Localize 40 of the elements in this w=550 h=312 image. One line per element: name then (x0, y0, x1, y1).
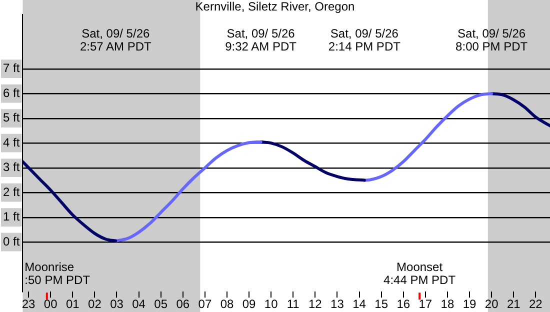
x-tick-label: 10 (264, 297, 278, 312)
y-tick-label: 2 ft (2, 184, 20, 199)
x-tick-label: 11 (286, 297, 300, 312)
x-tick-label: 06 (176, 297, 190, 312)
x-tick-label: 02 (88, 297, 102, 312)
x-tick-label: 16 (396, 297, 410, 312)
x-tick-label: 14 (352, 297, 366, 312)
x-tick-label: 01 (66, 297, 80, 312)
x-tick-label: 13 (330, 297, 344, 312)
ref-line-label: Moonrise :50 PM PDT (24, 260, 91, 287)
x-tick-label: 08 (220, 297, 234, 312)
annotation: Sat, 09/ 5/26 9:32 AM PDT (225, 26, 298, 54)
x-tick-label: 09 (242, 297, 256, 312)
annotation: Sat, 09/ 5/26 2:57 AM PDT (80, 26, 152, 54)
y-tick-label: 7 ft (2, 61, 20, 76)
x-tick-label: 03 (110, 297, 124, 312)
x-tick-label: 23 (22, 297, 36, 312)
x-tick-label: 12 (308, 297, 322, 312)
y-tick-label: 5 ft (2, 110, 20, 125)
x-tick-label: 18 (440, 297, 454, 312)
chart-title: Kernville, Siletz River, Oregon (195, 0, 355, 14)
line-series (114, 140, 262, 242)
x-tick-label: 00 (44, 297, 58, 312)
annotation: Sat, 09/ 5/26 2:14 PM PDT (328, 26, 402, 54)
x-tick-label: 21 (506, 297, 521, 312)
x-tick-label: 19 (462, 297, 477, 312)
y-tick-label: 6 ft (2, 86, 20, 100)
y-tick-label: 3 ft (2, 160, 20, 174)
x-tick-label: 22 (528, 297, 543, 312)
x-tick-label: 04 (132, 297, 146, 312)
y-tick-label: 4 ft (2, 135, 20, 150)
x-tick-label: 05 (154, 297, 168, 312)
x-tick-label: 07 (198, 297, 212, 312)
y-tick-label: 0 ft (2, 234, 20, 248)
x-tick-label: 20 (484, 297, 499, 312)
x-tick-label: 17 (418, 297, 432, 312)
annotation: Sat, 09/ 5/26 8:00 PM PDT (456, 26, 528, 54)
y-tick-label: 1 ft (2, 210, 20, 224)
x-tick-label: 15 (374, 297, 388, 312)
ref-line-label: Moonset 4:44 PM PDT (384, 260, 456, 287)
